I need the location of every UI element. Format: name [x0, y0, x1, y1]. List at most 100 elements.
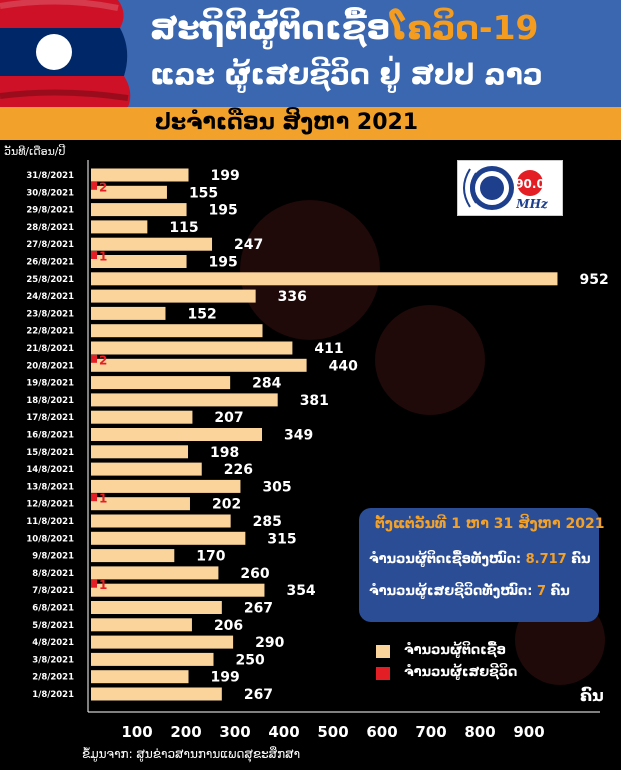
case-bar [91, 549, 175, 563]
case-bar [91, 687, 222, 701]
logo-frequency: 90.0 [515, 177, 545, 191]
total-cases-label: ຈຳນວນຜູ້ຕິດເຊື້ອທັງໝົດ: [369, 552, 522, 567]
case-bar [91, 514, 231, 528]
case-bar [91, 376, 231, 390]
case-bar [91, 531, 246, 545]
y-tick-label: 8/8/2021 [32, 569, 74, 579]
summary-total-deaths: ຈຳນວນຜູ້ເສຍຊີວິດທັງໝົດ: 7 ຄົນ [369, 584, 570, 599]
case-value-label: 315 [267, 531, 296, 547]
laos-flag-icon [0, 0, 131, 107]
case-value-label: 170 [196, 549, 225, 565]
case-bar [91, 358, 307, 372]
case-value-label: 152 [187, 306, 216, 322]
total-deaths-label: ຈຳນວນຜູ້ເສຍຊີວິດທັງໝົດ: [369, 584, 533, 599]
globe-logo-icon: 90.0 MHz [463, 166, 549, 211]
page-title: ສະຖິຕິຜູ້ຕິດເຊື້ອໂຄວິດ-19 [150, 8, 539, 47]
y-tick-label: 30/8/2021 [26, 188, 74, 198]
case-bar [91, 289, 256, 303]
death-value-label: 1 [99, 578, 107, 592]
case-bar [91, 652, 214, 666]
death-bar [91, 251, 97, 259]
case-bar [91, 306, 166, 320]
header: ສະຖິຕິຜູ້ຕິດເຊື້ອໂຄວິດ-19 ແລະ ຜູ້ເສຍຊີວິ… [0, 0, 621, 107]
y-tick-label: 28/8/2021 [26, 223, 74, 233]
x-axis-unit: ຄົນ [580, 686, 604, 705]
y-tick-label: 16/8/2021 [26, 431, 74, 441]
case-value-label: 199 [211, 168, 240, 184]
case-bar [91, 618, 192, 632]
title-accent: ໂຄວິດ-19 [390, 8, 539, 47]
case-bar [91, 670, 189, 684]
case-value-label: 195 [209, 255, 238, 271]
y-tick-label: 23/8/2021 [26, 309, 74, 319]
case-value-label: 354 [286, 583, 315, 599]
x-tick-label: 300 [219, 723, 250, 741]
case-bar [91, 324, 263, 338]
legend-deaths-swatch [376, 667, 390, 680]
y-tick-label: 19/8/2021 [26, 379, 74, 389]
case-value-label: 250 [236, 652, 265, 668]
death-value-label: 2 [99, 180, 107, 194]
total-cases-value: 8.717 [525, 552, 567, 567]
death-value-label: 2 [99, 353, 107, 367]
y-tick-label: 17/8/2021 [26, 413, 74, 423]
case-bar [91, 583, 265, 597]
case-value-label: 202 [212, 497, 241, 513]
case-value-label: 349 [284, 428, 313, 444]
y-tick-label: 15/8/2021 [26, 448, 74, 458]
y-tick-label: 12/8/2021 [26, 500, 74, 510]
x-tick-label: 800 [464, 723, 495, 741]
legend-cases-label: ຈຳນວນຜູ້ຕິດເຊື້ອ [404, 643, 506, 658]
case-bar [91, 497, 190, 511]
y-tick-label: 10/8/2021 [26, 534, 74, 544]
radio-logo: 90.0 MHz [457, 160, 563, 216]
title-main: ສະຖິຕິຜູ້ຕິດເຊື້ອ [150, 8, 391, 47]
case-value-label: 267 [244, 687, 273, 703]
x-tick-label: 400 [268, 723, 299, 741]
case-bar [91, 479, 241, 493]
case-value-label: 285 [253, 514, 282, 530]
y-tick-label: 14/8/2021 [26, 465, 74, 475]
case-value-label: 198 [210, 445, 239, 461]
case-value-label: 260 [240, 566, 269, 582]
period-label: ປະຈຳເດືອນ ສິງຫາ 2021 [155, 110, 419, 135]
x-tick-label: 900 [513, 723, 544, 741]
case-bar [91, 220, 148, 234]
y-tick-label: 4/8/2021 [32, 638, 74, 648]
total-deaths-value: 7 [536, 584, 546, 599]
y-tick-label: 18/8/2021 [26, 396, 74, 406]
case-bar [91, 272, 558, 286]
case-bar [91, 341, 293, 355]
case-value-label: 155 [189, 185, 218, 201]
summary-total-cases: ຈຳນວນຜູ້ຕິດເຊື້ອທັງໝົດ: 8.717 ຄົນ [369, 552, 591, 567]
case-value-label: 199 [211, 670, 240, 686]
summary-box: ຕັ້ງແຕ່ວັນທີ 1 ຫາ 31 ສິງຫາ 2021 ຈຳນວນຜູ້… [359, 508, 604, 622]
case-bar [91, 237, 213, 251]
y-tick-label: 1/8/2021 [32, 690, 74, 700]
death-bar [91, 493, 97, 502]
y-tick-label: 26/8/2021 [26, 258, 74, 268]
death-bar [91, 579, 97, 588]
case-bar [91, 462, 202, 476]
y-tick-label: 5/8/2021 [32, 621, 74, 631]
case-value-label: 226 [224, 462, 253, 478]
summary-title: ຕັ້ງແຕ່ວັນທີ 1 ຫາ 31 ສິງຫາ 2021 [375, 516, 605, 532]
case-bar [91, 255, 187, 268]
legend-deaths-label: ຈຳນວນຜູ້ເສຍຊີວິດ [404, 665, 518, 680]
case-bar [91, 410, 193, 424]
y-tick-label: 22/8/2021 [26, 327, 74, 337]
y-tick-label: 27/8/2021 [26, 240, 74, 250]
y-tick-label: 6/8/2021 [32, 604, 74, 614]
x-tick-label: 100 [121, 723, 152, 741]
case-bar [91, 393, 278, 407]
y-tick-label: 3/8/2021 [32, 655, 74, 665]
y-tick-label: 24/8/2021 [26, 292, 74, 302]
case-value-label: 195 [209, 203, 238, 219]
date-column-header: ວັນທີ/ເດືອນ/ປີ [4, 145, 66, 158]
page-subtitle: ແລະ ຜູ້ເສຍຊີວິດ ຢູ່ ສປປ ລາວ [150, 58, 543, 91]
case-value-label: 247 [234, 237, 263, 253]
y-tick-label: 2/8/2021 [32, 673, 74, 683]
death-bar [91, 181, 97, 190]
case-value-label: 284 [252, 376, 281, 392]
